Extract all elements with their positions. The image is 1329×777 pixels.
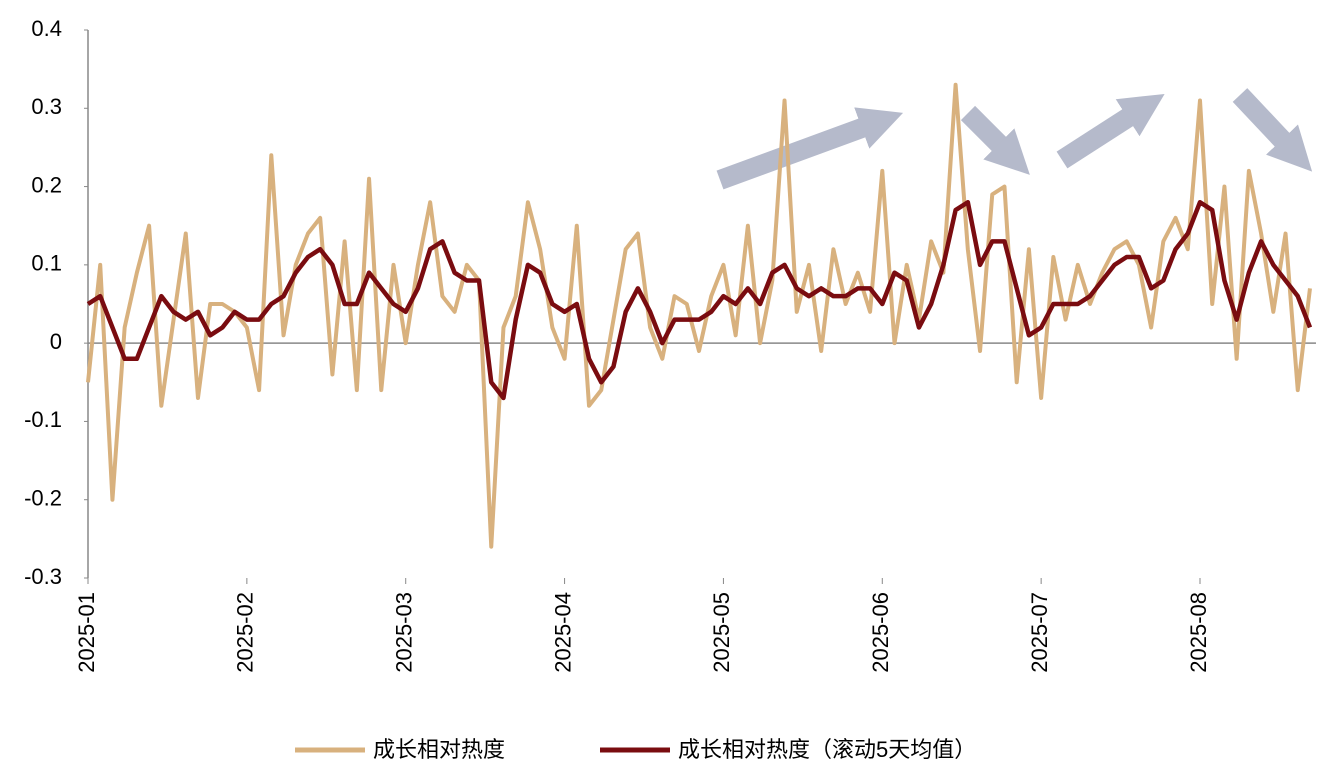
x-tick-label: 2025-08 (1186, 592, 1211, 673)
x-tick-label: 2025-05 (709, 592, 734, 673)
y-tick-label: 0.2 (31, 172, 62, 197)
arrow (1232, 88, 1313, 172)
arrow (716, 107, 904, 190)
y-tick-label: 0.4 (31, 16, 62, 41)
x-tick-label: 2025-03 (392, 592, 417, 673)
y-tick-label: -0.2 (24, 486, 62, 511)
y-tick-label: 0 (50, 329, 62, 354)
y-tick-label: -0.1 (24, 407, 62, 432)
series-line (86, 82, 1312, 549)
legend-label: 成长相对热度（滚动5天均值） (678, 737, 976, 762)
legend-label: 成长相对热度 (373, 737, 505, 762)
trend-arrows (716, 88, 1313, 190)
x-tick-label: 2025-01 (74, 592, 99, 673)
x-tick-label: 2025-04 (550, 592, 575, 673)
y-tick-label: 0.3 (31, 94, 62, 119)
series-line (86, 199, 1313, 401)
x-tick-label: 2025-06 (868, 592, 893, 673)
y-tick-label: -0.3 (24, 564, 62, 589)
x-tick-label: 2025-02 (233, 592, 258, 673)
arrow (960, 105, 1030, 175)
arrow (1056, 93, 1165, 169)
y-tick-label: 0.1 (31, 251, 62, 276)
x-tick-label: 2025-07 (1027, 592, 1052, 673)
